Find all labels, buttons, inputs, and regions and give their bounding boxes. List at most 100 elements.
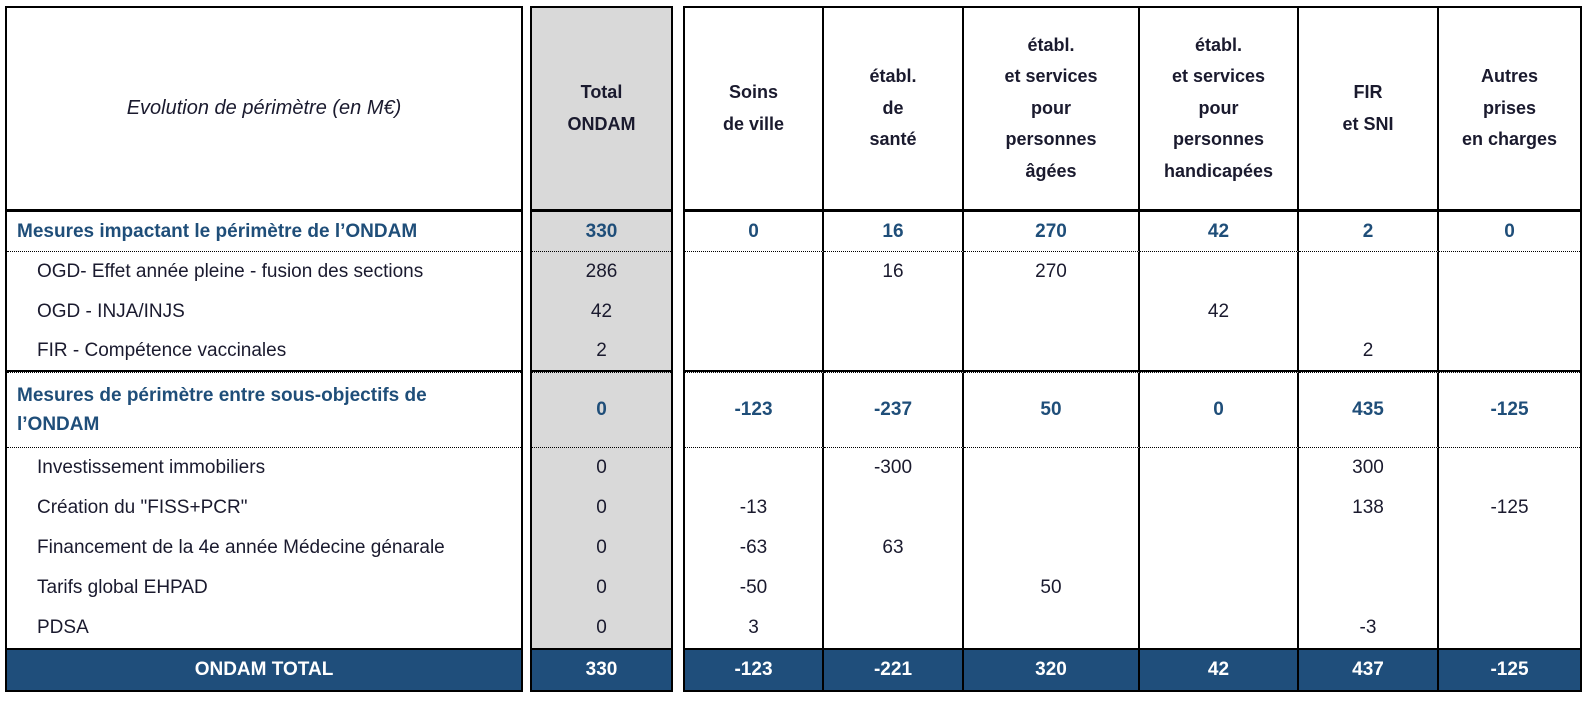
value-cell bbox=[1299, 568, 1439, 608]
category-columns-block: Soins de ville établ. de santé établ. et s… bbox=[683, 6, 1582, 692]
value-cell bbox=[685, 448, 824, 488]
value-cell: -63 bbox=[685, 528, 824, 568]
value-cell bbox=[1299, 252, 1439, 292]
value-cell bbox=[964, 488, 1140, 528]
total-ondam-value: 0 bbox=[532, 568, 671, 608]
value-cell: -123 bbox=[685, 372, 824, 448]
value-cell bbox=[964, 292, 1140, 332]
value-cell bbox=[824, 292, 964, 332]
row-label: Financement de la 4e année Médecine géna… bbox=[37, 537, 445, 559]
value-cell: -50 bbox=[685, 568, 824, 608]
column-header: Soins de ville bbox=[685, 8, 824, 212]
value-cell: 138 bbox=[1299, 488, 1439, 528]
value-cell: -125 bbox=[1439, 372, 1580, 448]
value-cell bbox=[824, 488, 964, 528]
column-header-total-ondam: Total ONDAM bbox=[532, 8, 671, 212]
value-cell bbox=[1439, 528, 1580, 568]
value-cell: 63 bbox=[824, 528, 964, 568]
value-cell bbox=[824, 608, 964, 648]
value-cell: 3 bbox=[685, 608, 824, 648]
value-cell: 0 bbox=[1439, 212, 1580, 252]
value-cell bbox=[964, 608, 1140, 648]
value-cell bbox=[964, 448, 1140, 488]
total-value-cell: -221 bbox=[824, 648, 964, 690]
row-labels-block: Evolution de périmètre (en M€) Mesures i… bbox=[5, 6, 523, 692]
value-cell bbox=[1439, 568, 1580, 608]
value-cell bbox=[964, 528, 1140, 568]
total-ondam-value: 0 bbox=[532, 488, 671, 528]
total-ondam-value: 42 bbox=[532, 292, 671, 332]
value-cell bbox=[1140, 528, 1299, 568]
value-cell: 270 bbox=[964, 212, 1140, 252]
value-cell: 435 bbox=[1299, 372, 1439, 448]
column-header: établ. et services pour personnes handic… bbox=[1140, 8, 1299, 212]
value-cell bbox=[1299, 292, 1439, 332]
value-cell bbox=[824, 332, 964, 372]
value-cell bbox=[824, 568, 964, 608]
value-cell: 0 bbox=[1140, 372, 1299, 448]
total-ondam-value: 0 bbox=[532, 448, 671, 488]
row-label: Mesures de périmètre entre sous-objectif… bbox=[7, 372, 521, 448]
total-value-cell: 320 bbox=[964, 648, 1140, 690]
value-cell bbox=[1140, 568, 1299, 608]
value-cell: 16 bbox=[824, 252, 964, 292]
value-cell bbox=[1140, 448, 1299, 488]
value-cell: 16 bbox=[824, 212, 964, 252]
value-cell bbox=[1439, 608, 1580, 648]
value-cell bbox=[1140, 332, 1299, 372]
total-ondam-value: 0 bbox=[532, 608, 671, 648]
total-ondam-value: 0 bbox=[532, 372, 671, 448]
column-header: établ. et services pour personnes âgées bbox=[964, 8, 1140, 212]
row-label: OGD- Effet année pleine - fusion des sec… bbox=[37, 261, 424, 283]
total-ondam-value: 0 bbox=[532, 528, 671, 568]
total-ondam-value: 286 bbox=[532, 252, 671, 292]
value-cell bbox=[1439, 292, 1580, 332]
value-cell bbox=[1439, 252, 1580, 292]
value-cell: 2 bbox=[1299, 212, 1439, 252]
value-cell bbox=[1140, 608, 1299, 648]
total-value-cell: -125 bbox=[1439, 648, 1580, 690]
value-cell bbox=[1140, 252, 1299, 292]
value-cell: -3 bbox=[1299, 608, 1439, 648]
row-label: Tarifs global EHPAD bbox=[37, 577, 208, 599]
column-header: FIR et SNI bbox=[1299, 8, 1439, 212]
total-row-label: ONDAM TOTAL bbox=[7, 648, 521, 690]
value-cell bbox=[1439, 332, 1580, 372]
total-ondam-column-block: Total ONDAM 330 286 42 2 0 0 0 0 0 0 330 bbox=[530, 6, 673, 692]
total-value-cell: 42 bbox=[1140, 648, 1299, 690]
table-title: Evolution de périmètre (en M€) bbox=[7, 8, 521, 212]
value-cell bbox=[685, 252, 824, 292]
row-label: Création du "FISS+PCR" bbox=[37, 497, 248, 519]
column-header: établ. de santé bbox=[824, 8, 964, 212]
value-cell: 270 bbox=[964, 252, 1140, 292]
total-ondam-value: 2 bbox=[532, 332, 671, 372]
column-header: Autres prises en charges bbox=[1439, 8, 1580, 212]
value-cell: -300 bbox=[824, 448, 964, 488]
value-cell: 50 bbox=[964, 568, 1140, 608]
total-value-cell: 437 bbox=[1299, 648, 1439, 690]
total-ondam-value: 330 bbox=[532, 212, 671, 252]
row-label: Investissement immobiliers bbox=[37, 457, 266, 479]
value-cell bbox=[1439, 448, 1580, 488]
row-label: FIR - Compétence vaccinales bbox=[7, 332, 521, 372]
total-ondam-total-value: 330 bbox=[532, 648, 671, 690]
value-cell: 42 bbox=[1140, 212, 1299, 252]
value-cell bbox=[964, 332, 1140, 372]
value-cell: 300 bbox=[1299, 448, 1439, 488]
value-cell: -125 bbox=[1490, 497, 1529, 519]
total-value-cell: -123 bbox=[685, 648, 824, 690]
row-label: OGD - INJA/INJS bbox=[37, 301, 185, 323]
value-cell: -237 bbox=[824, 372, 964, 448]
row-label: PDSA bbox=[37, 617, 89, 639]
value-cell bbox=[685, 332, 824, 372]
value-cell: -13 bbox=[685, 488, 824, 528]
value-cell bbox=[685, 292, 824, 332]
value-cell: 42 bbox=[1140, 292, 1299, 332]
row-label: Mesures impactant le périmètre de l’ONDA… bbox=[7, 212, 521, 252]
value-cell bbox=[1299, 528, 1439, 568]
value-cell bbox=[1140, 488, 1299, 528]
value-cell: 0 bbox=[685, 212, 824, 252]
value-cell: 2 bbox=[1299, 332, 1439, 372]
value-cell: 50 bbox=[964, 372, 1140, 448]
